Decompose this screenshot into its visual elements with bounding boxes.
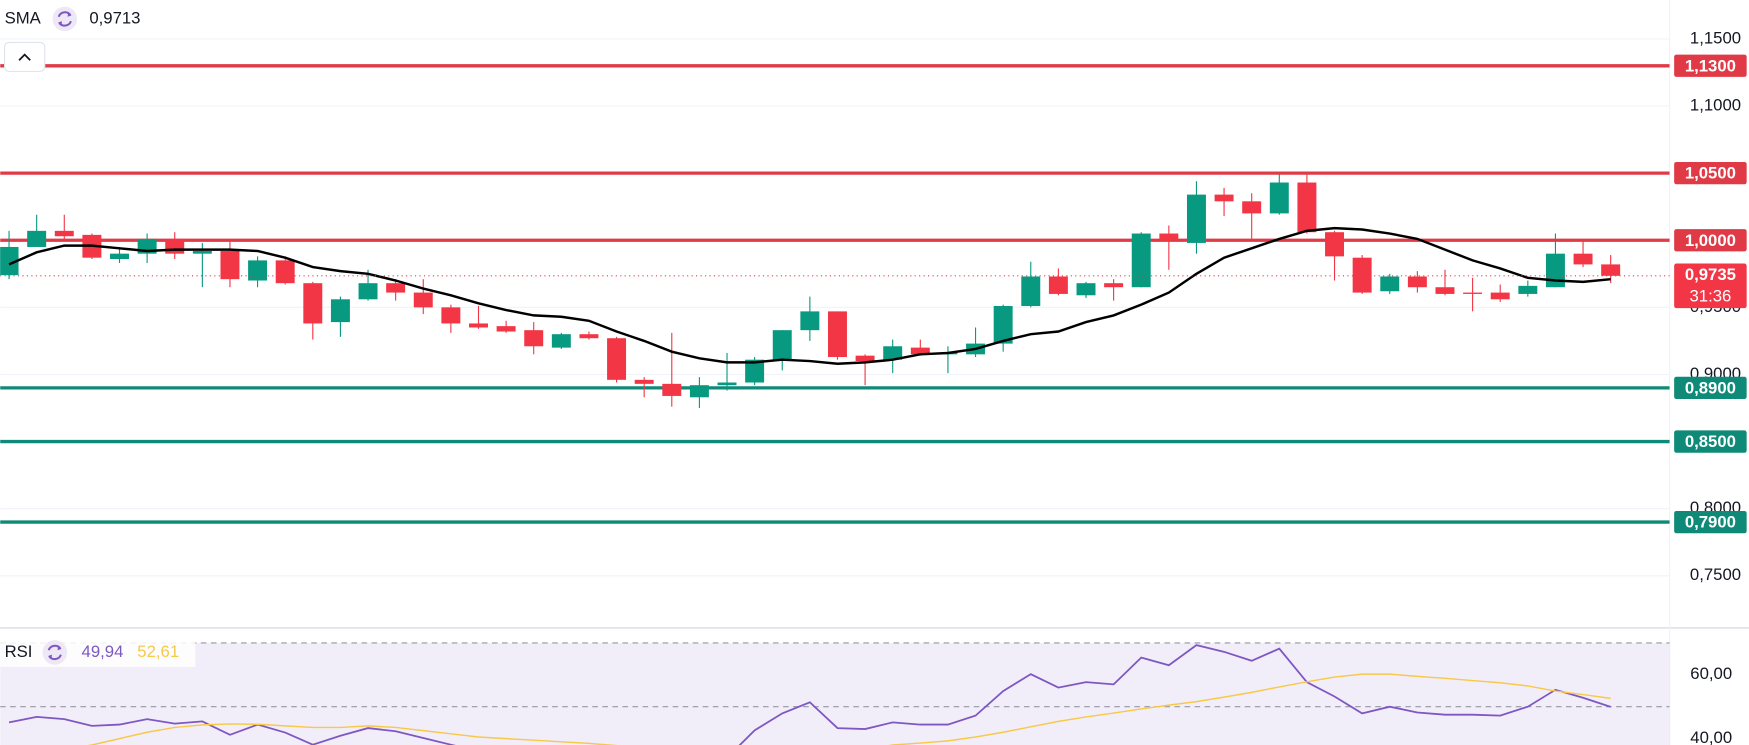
candle-body — [192, 250, 212, 254]
rsi-line — [8, 644, 1611, 745]
candle-body — [1186, 194, 1206, 243]
candle-body — [1435, 287, 1455, 294]
level-tag-label: 1,0500 — [1685, 164, 1736, 183]
candle-body — [220, 250, 240, 280]
candle-body — [1573, 253, 1593, 265]
candle-body — [54, 230, 74, 237]
candle-body — [1407, 276, 1427, 288]
candle-body — [910, 347, 930, 355]
level-tag — [1674, 229, 1747, 252]
level-tag-label: 0,8500 — [1685, 432, 1736, 451]
candle-body — [0, 246, 19, 276]
level-tag-label: 1,0000 — [1685, 231, 1736, 250]
candle-body — [441, 307, 461, 324]
candle-body — [745, 359, 765, 383]
candle-body — [1021, 276, 1041, 307]
candle-body — [689, 385, 709, 398]
candle-body — [855, 355, 875, 362]
candle-body — [27, 230, 47, 247]
sma-line — [8, 226, 1611, 365]
level-tag — [1674, 376, 1747, 400]
candle-body — [248, 260, 268, 281]
candle-body — [993, 306, 1013, 344]
candle-body — [827, 311, 847, 358]
sma-value: 0,9713 — [89, 8, 140, 27]
candle-body — [1104, 283, 1124, 288]
candle-body — [524, 330, 544, 347]
candle-body — [551, 334, 571, 348]
last-price-label: 0,9735 — [1685, 265, 1736, 284]
candle-body — [469, 323, 488, 328]
price-pane — [0, 38, 1670, 577]
y-tick-label: 1,1500 — [1690, 28, 1741, 47]
candle-body — [1131, 233, 1151, 288]
candle-body — [1242, 201, 1262, 214]
headers: SMA 0,9713 RSI 49,94 52,61 — [0, 2, 196, 667]
collapse-button[interactable] — [4, 41, 46, 72]
sma-label: SMA — [5, 8, 42, 27]
candle-body — [1076, 283, 1096, 296]
candle-body — [1269, 182, 1289, 214]
level-tag-label: 0,8900 — [1685, 378, 1736, 397]
price-axis: 1,15001,10000,95000,90000,80000,75001,13… — [1674, 28, 1747, 745]
level-tag-label: 1,1300 — [1685, 56, 1736, 75]
candle-body — [358, 283, 378, 300]
rsi-settings-icon[interactable] — [42, 640, 68, 665]
rsi-ma-value: 52,61 — [137, 642, 179, 661]
candle-body — [607, 338, 627, 380]
candle-body — [1297, 182, 1317, 233]
rsi-header-bg — [0, 639, 196, 667]
candle-body — [1518, 285, 1538, 294]
candle-body — [717, 382, 737, 386]
rsi-pane — [0, 642, 1670, 745]
countdown-label: 31:36 — [1689, 286, 1731, 305]
candle-body — [662, 383, 682, 396]
level-tag — [1674, 54, 1747, 77]
candle-body — [579, 334, 599, 339]
level-tag — [1674, 510, 1747, 534]
candle-body — [883, 346, 903, 360]
candle-body — [1048, 276, 1068, 294]
level-tag-label: 0,7900 — [1685, 513, 1736, 532]
sma-settings-icon[interactable] — [52, 6, 78, 32]
rsi-tick-label: 60,00 — [1690, 664, 1732, 683]
candle-body — [386, 283, 406, 293]
y-tick-label: 1,1000 — [1690, 95, 1741, 114]
candle-body — [496, 326, 516, 332]
rsi-tick-label: 40,00 — [1690, 728, 1732, 745]
candle-body — [1380, 276, 1400, 292]
candle-body — [110, 253, 129, 260]
candle-body — [1545, 253, 1565, 288]
candle-body — [330, 299, 350, 323]
last-price-tag — [1674, 263, 1747, 309]
candle-body — [1490, 292, 1510, 300]
level-tag — [1674, 161, 1747, 185]
rsi-band-fill — [0, 642, 1670, 745]
candle-body — [275, 260, 295, 284]
rsi-value: 49,94 — [82, 642, 124, 661]
candle-body — [1159, 233, 1179, 241]
rsi-line — [87, 673, 1611, 745]
candle-body — [165, 238, 185, 254]
candle-body — [800, 311, 820, 331]
rsi-label: RSI — [5, 642, 33, 661]
candle-body — [1325, 232, 1345, 257]
level-tag — [1674, 430, 1747, 453]
candle-body — [1352, 257, 1372, 293]
candle-body — [1601, 264, 1621, 276]
candle-body — [772, 330, 792, 360]
candle-body — [1214, 194, 1234, 202]
candle-body — [303, 283, 323, 324]
sma-header-bg — [0, 2, 168, 36]
candle-body — [1463, 292, 1483, 294]
y-tick-label: 0,7500 — [1690, 565, 1741, 584]
candle-body — [634, 379, 654, 384]
candle-body — [413, 292, 433, 308]
